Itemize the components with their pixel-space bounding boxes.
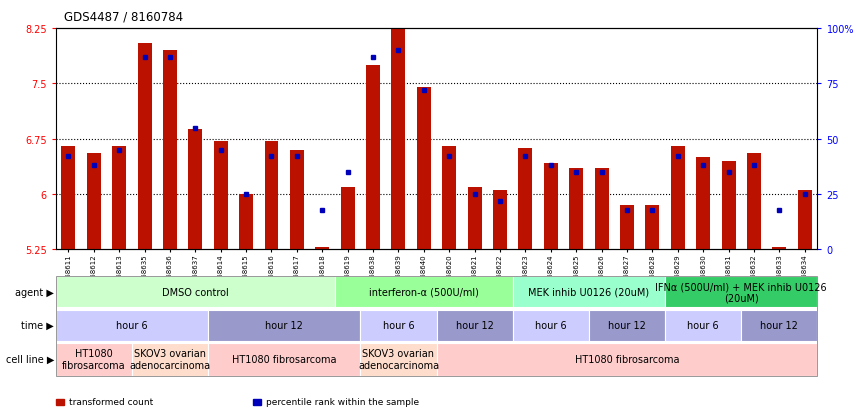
Bar [443,147,456,250]
Bar [315,248,330,250]
Bar [391,24,406,250]
Text: time ▶: time ▶ [21,320,54,330]
Text: hour 6: hour 6 [687,320,719,330]
Text: hour 12: hour 12 [455,320,494,330]
Bar [163,51,177,250]
Bar [772,248,787,250]
Text: interferon-α (500U/ml): interferon-α (500U/ml) [369,287,479,297]
Text: HT1080 fibrosarcoma: HT1080 fibrosarcoma [574,354,680,364]
Text: hour 12: hour 12 [265,320,303,330]
Bar [798,191,811,250]
Bar [214,142,228,250]
Bar [493,191,507,250]
Bar [569,169,583,250]
Text: MEK inhib U0126 (20uM): MEK inhib U0126 (20uM) [528,287,650,297]
Bar [112,147,126,250]
Bar [544,164,558,250]
Text: hour 6: hour 6 [383,320,414,330]
Text: SKOV3 ovarian
adenocarcinoma: SKOV3 ovarian adenocarcinoma [358,349,439,370]
Bar [519,149,532,250]
Text: HT1080
fibrosarcoma: HT1080 fibrosarcoma [62,349,126,370]
Text: hour 6: hour 6 [116,320,147,330]
Bar [747,154,761,250]
Bar [366,66,380,250]
Text: agent ▶: agent ▶ [15,287,54,297]
Text: hour 6: hour 6 [535,320,567,330]
Text: cell line ▶: cell line ▶ [5,354,54,364]
Bar [138,44,152,250]
Text: GDS4487 / 8160784: GDS4487 / 8160784 [64,10,183,23]
Text: hour 12: hour 12 [760,320,799,330]
Bar [265,142,278,250]
Text: transformed count: transformed count [69,397,153,406]
Bar [620,206,634,250]
Bar [696,158,710,250]
Bar [239,195,253,250]
Text: DMSO control: DMSO control [162,287,229,297]
Bar [62,147,75,250]
Bar [417,88,431,250]
Bar [722,161,735,250]
Text: SKOV3 ovarian
adenocarcinoma: SKOV3 ovarian adenocarcinoma [129,349,211,370]
Text: IFNα (500U/ml) + MEK inhib U0126
(20uM): IFNα (500U/ml) + MEK inhib U0126 (20uM) [656,281,827,303]
Bar [188,130,202,250]
Bar [86,154,101,250]
Text: percentile rank within the sample: percentile rank within the sample [266,397,419,406]
Bar [671,147,685,250]
Text: hour 12: hour 12 [608,320,646,330]
Bar [341,187,354,250]
Bar [290,150,304,250]
Bar [467,187,482,250]
Text: HT1080 fibrosarcoma: HT1080 fibrosarcoma [232,354,336,364]
Bar [595,169,609,250]
Bar [645,206,659,250]
